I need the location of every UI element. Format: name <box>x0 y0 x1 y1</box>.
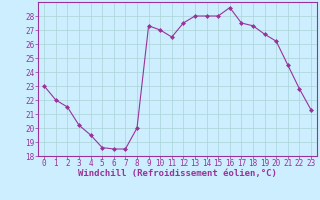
X-axis label: Windchill (Refroidissement éolien,°C): Windchill (Refroidissement éolien,°C) <box>78 169 277 178</box>
